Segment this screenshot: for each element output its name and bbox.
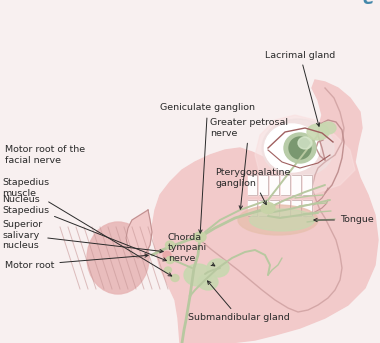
Polygon shape: [259, 175, 268, 195]
Ellipse shape: [87, 222, 149, 294]
Text: Pterygopalatine
ganglion: Pterygopalatine ganglion: [215, 168, 290, 204]
Polygon shape: [281, 175, 290, 195]
Ellipse shape: [284, 133, 316, 163]
Ellipse shape: [184, 264, 212, 286]
Ellipse shape: [250, 209, 315, 231]
Polygon shape: [270, 175, 279, 195]
Text: Motor root of the
facial nerve: Motor root of the facial nerve: [5, 145, 85, 165]
Polygon shape: [292, 175, 301, 195]
Text: Geniculate ganglion: Geniculate ganglion: [160, 104, 255, 233]
Ellipse shape: [207, 259, 229, 277]
Ellipse shape: [262, 119, 334, 177]
Polygon shape: [259, 200, 268, 216]
Polygon shape: [248, 175, 257, 195]
Text: Submandibular gland: Submandibular gland: [188, 281, 290, 322]
Ellipse shape: [166, 257, 174, 263]
Text: Tongue: Tongue: [314, 215, 374, 225]
Ellipse shape: [264, 124, 320, 172]
Ellipse shape: [238, 205, 318, 235]
Ellipse shape: [320, 122, 336, 134]
Ellipse shape: [307, 124, 329, 140]
Text: Stapedius
muscle: Stapedius muscle: [2, 178, 172, 276]
Text: Lacrimal gland: Lacrimal gland: [265, 50, 335, 126]
Text: Chorda
tympani
nerve: Chorda tympani nerve: [168, 233, 215, 266]
Text: Nucleus
Stapedius: Nucleus Stapedius: [2, 195, 166, 261]
Polygon shape: [248, 200, 257, 216]
Text: Motor root: Motor root: [5, 254, 148, 270]
Polygon shape: [303, 175, 312, 195]
Ellipse shape: [163, 251, 171, 259]
Ellipse shape: [171, 274, 179, 282]
Polygon shape: [152, 80, 378, 343]
Ellipse shape: [261, 202, 275, 213]
Polygon shape: [126, 210, 152, 258]
Ellipse shape: [165, 267, 171, 273]
Ellipse shape: [298, 137, 312, 149]
Text: e: e: [363, 0, 374, 8]
Circle shape: [289, 137, 311, 159]
Ellipse shape: [166, 241, 174, 249]
Polygon shape: [281, 200, 290, 216]
Ellipse shape: [194, 232, 206, 242]
Polygon shape: [303, 200, 312, 216]
Polygon shape: [270, 200, 279, 216]
Polygon shape: [255, 115, 355, 200]
Text: Greater petrosal
nerve: Greater petrosal nerve: [210, 118, 288, 209]
Ellipse shape: [198, 274, 218, 290]
Polygon shape: [292, 200, 301, 216]
Text: Superior
salivary
nucleus: Superior salivary nucleus: [2, 220, 163, 253]
